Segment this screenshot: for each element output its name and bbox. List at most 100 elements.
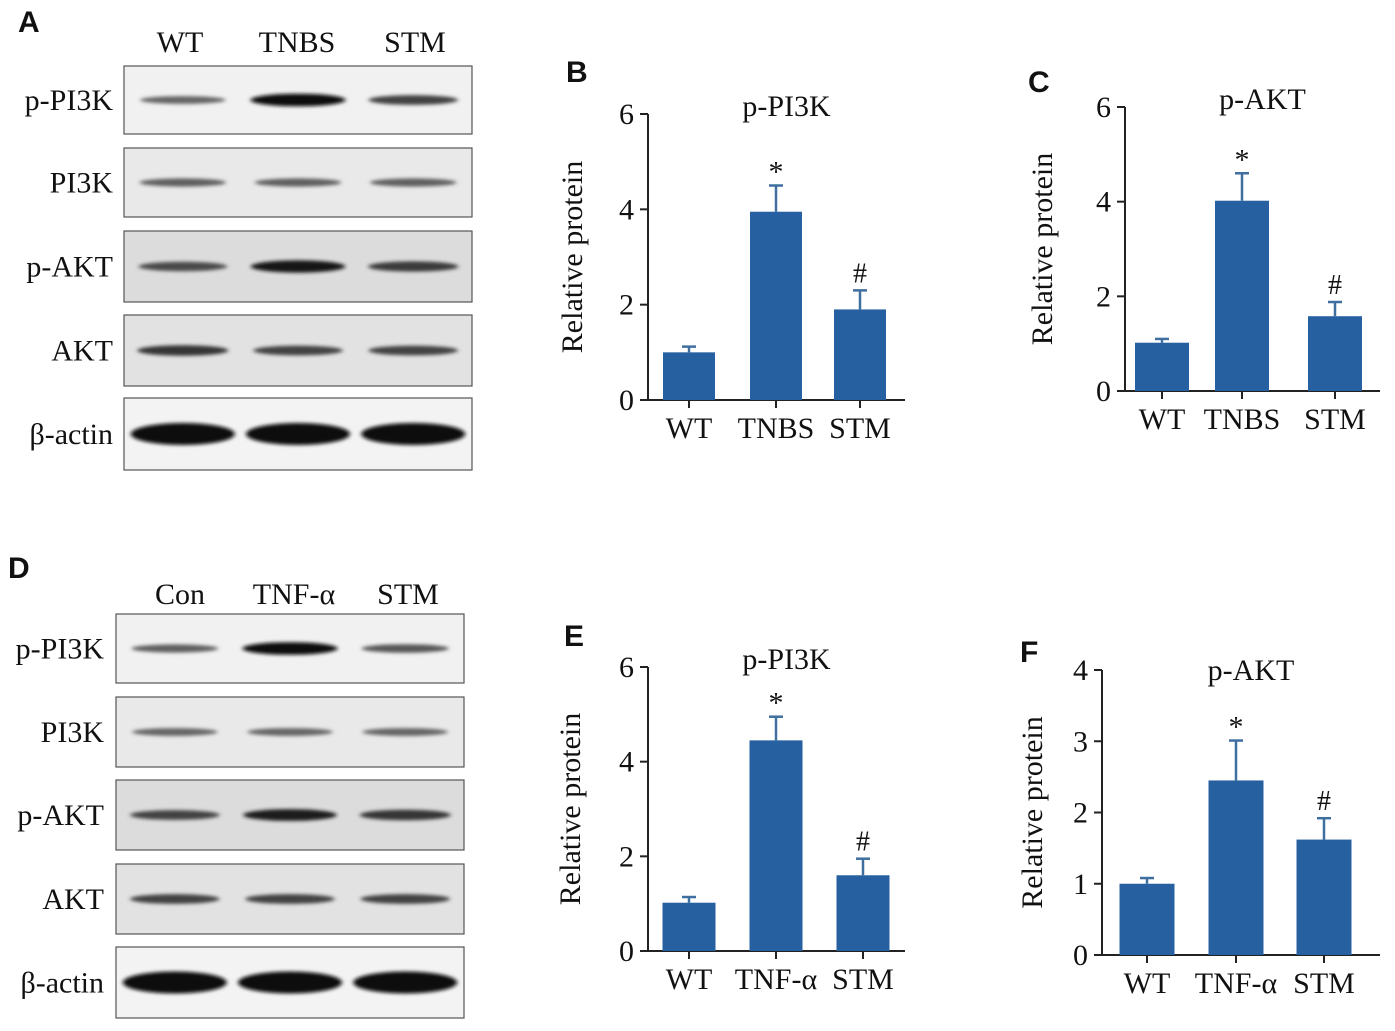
y-axis-label: Relative protein — [1026, 153, 1059, 345]
x-tick-label: WT — [666, 412, 713, 445]
x-tick-label: TNF-α — [735, 963, 818, 996]
blot-band — [122, 971, 227, 994]
chart-b: Bp-PI3K Relative protein 0 2 4 6 WT * TNBS # STM — [556, 56, 905, 445]
bar — [1296, 839, 1352, 955]
blot-row: PI3K — [50, 147, 473, 218]
blot-row: β-actin — [29, 397, 473, 471]
panel-letter-a: A — [18, 6, 40, 39]
blot-band — [243, 809, 337, 821]
y-axis-label: Relative protein — [556, 161, 589, 353]
x-tick-label: WT — [1139, 403, 1186, 436]
blot-band — [140, 96, 226, 104]
x-tick-label: WT — [1124, 967, 1171, 1000]
blot-row: AKT — [51, 314, 473, 387]
blot-band — [353, 971, 458, 994]
blot-band — [360, 894, 451, 904]
significance-mark: # — [856, 827, 870, 858]
chart-c: Cp-AKT Relative protein 0 2 4 6 WT * TNBS # STM — [1026, 66, 1380, 436]
y-tick-label: 0 — [1073, 939, 1088, 972]
blot-band — [139, 178, 226, 187]
lane-label: STM — [377, 578, 439, 611]
bar — [662, 902, 716, 951]
blot-row-label: p-PI3K — [16, 633, 105, 666]
y-tick-label: 0 — [1096, 375, 1111, 408]
blot-row: p-PI3K — [16, 613, 465, 684]
y-tick-label: 6 — [619, 651, 634, 684]
blot-row-label: PI3K — [50, 167, 114, 200]
chart-title: p-PI3K — [742, 643, 831, 676]
blot-band — [247, 728, 333, 736]
bar — [1119, 883, 1175, 955]
blot-row-label: PI3K — [41, 716, 105, 749]
y-tick-label: 0 — [619, 384, 634, 417]
y-tick-label: 2 — [1096, 280, 1111, 313]
blot-band — [359, 809, 451, 821]
significance-mark: # — [1328, 270, 1342, 301]
western-blots: A WT TNBS STM p-PI3K PI3K p-AKT AKT β-actin D Con T… — [8, 6, 473, 1019]
significance-mark: # — [1317, 786, 1331, 817]
x-tick-label: STM — [832, 963, 894, 996]
bar — [1215, 200, 1269, 391]
significance-mark: * — [769, 687, 784, 720]
x-tick-label: STM — [1293, 967, 1355, 1000]
blot-row-label: p-AKT — [17, 799, 104, 832]
blot-band — [250, 93, 346, 107]
y-tick-label: 2 — [1073, 797, 1088, 830]
x-tick-label: TNBS — [1204, 403, 1281, 436]
bar — [836, 875, 890, 951]
significance-mark: * — [1235, 143, 1250, 176]
bar — [1208, 780, 1264, 955]
blot-band — [130, 810, 220, 820]
blot-band — [238, 971, 342, 994]
y-tick-label: 2 — [619, 840, 634, 873]
blot-band — [368, 95, 459, 105]
chart-f: Fp-AKT Relative protein 0 1 2 3 4 WT * TNF-α # STM — [1016, 636, 1380, 1000]
lane-label: STM — [384, 26, 446, 59]
blot-row: p-AKT — [17, 779, 465, 851]
blot-band — [130, 894, 220, 904]
blot-panel-a: A WT TNBS STM p-PI3K PI3K p-AKT AKT β-actin — [18, 6, 473, 471]
blot-band — [245, 894, 335, 904]
blot-band — [246, 423, 350, 445]
x-tick-label: STM — [1304, 403, 1366, 436]
blot-row-label: AKT — [42, 883, 104, 916]
y-axis-label: Relative protein — [554, 713, 587, 905]
blot-band — [370, 178, 457, 187]
panel-letter-f: F — [1020, 636, 1038, 669]
bar — [663, 352, 715, 400]
x-tick-label: WT — [666, 963, 713, 996]
y-tick-label: 2 — [619, 289, 634, 322]
y-tick-label: 4 — [619, 746, 634, 779]
chart-title: p-AKT — [1208, 654, 1295, 687]
x-tick-label: TNBS — [738, 412, 815, 445]
blot-band — [368, 345, 459, 356]
y-tick-label: 3 — [1073, 725, 1088, 758]
significance-mark: # — [853, 258, 867, 289]
blot-band — [132, 728, 218, 736]
y-tick-label: 4 — [1096, 186, 1111, 219]
y-tick-label: 0 — [619, 935, 634, 968]
blot-band — [130, 423, 235, 445]
blot-band — [242, 642, 338, 655]
x-tick-label: STM — [829, 412, 891, 445]
bar — [749, 740, 803, 951]
blot-row: p-PI3K — [25, 65, 473, 135]
x-tick-label: TNF-α — [1195, 967, 1278, 1000]
y-axis-label: Relative protein — [1016, 716, 1049, 908]
y-tick-label: 1 — [1073, 868, 1088, 901]
blot-row: p-AKT — [26, 230, 473, 303]
blot-row: β-actin — [20, 946, 465, 1019]
lane-label: TNBS — [259, 26, 336, 59]
blot-row-label: p-AKT — [26, 251, 113, 284]
significance-mark: * — [1229, 711, 1244, 744]
bar — [1135, 342, 1189, 391]
y-tick-label: 4 — [1073, 654, 1088, 687]
blot-row-label: β-actin — [20, 967, 104, 1000]
bar — [1308, 316, 1362, 391]
bar — [750, 211, 802, 400]
lane-label: TNF-α — [253, 578, 336, 611]
y-tick-label: 4 — [619, 193, 634, 226]
